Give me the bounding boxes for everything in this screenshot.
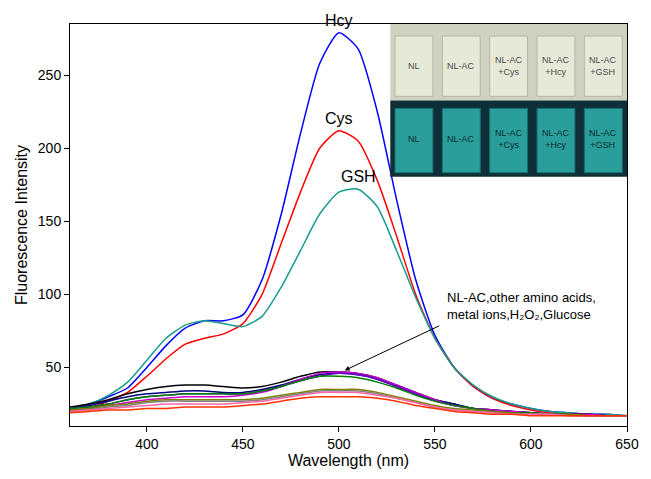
svg-text:NL-AC+GSH: NL-AC+GSH [589,128,617,150]
svg-text:NL-AC+Cys: NL-AC+Cys [495,55,523,77]
svg-text:NL-AC+Hcy: NL-AC+Hcy [542,128,570,150]
svg-text:NL-AC: NL-AC [447,134,475,144]
svg-text:NL: NL [408,134,420,144]
svg-text:600: 600 [519,436,543,452]
svg-text:NL-AC+GSH: NL-AC+GSH [589,55,617,77]
svg-text:Fluorescence Intensity: Fluorescence Intensity [13,145,30,305]
svg-text:550: 550 [423,436,447,452]
svg-text:Wavelength (nm): Wavelength (nm) [288,452,409,469]
svg-text:NL-AC,other amino acids,metal: NL-AC,other amino acids,metal ions,H₂O₂,… [447,290,596,322]
svg-text:150: 150 [38,213,62,229]
svg-text:100: 100 [38,286,62,302]
svg-text:250: 250 [38,67,62,83]
svg-text:GSH: GSH [341,168,376,185]
svg-text:NL-AC+Hcy: NL-AC+Hcy [542,55,570,77]
svg-text:NL-AC: NL-AC [447,61,475,71]
svg-text:650: 650 [615,436,639,452]
svg-text:NL: NL [408,61,420,71]
svg-text:Cys: Cys [325,110,353,127]
svg-text:200: 200 [38,140,62,156]
svg-text:500: 500 [327,436,351,452]
svg-text:NL-AC+Cys: NL-AC+Cys [495,128,523,150]
svg-text:Hcy: Hcy [325,12,353,29]
svg-text:450: 450 [231,436,255,452]
svg-text:50: 50 [46,359,62,375]
svg-text:400: 400 [135,436,159,452]
